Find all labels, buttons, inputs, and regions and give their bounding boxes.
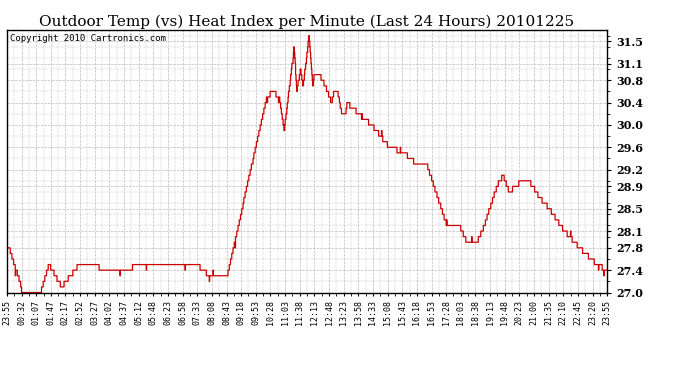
Title: Outdoor Temp (vs) Heat Index per Minute (Last 24 Hours) 20101225: Outdoor Temp (vs) Heat Index per Minute … xyxy=(39,15,575,29)
Text: Copyright 2010 Cartronics.com: Copyright 2010 Cartronics.com xyxy=(10,34,166,43)
